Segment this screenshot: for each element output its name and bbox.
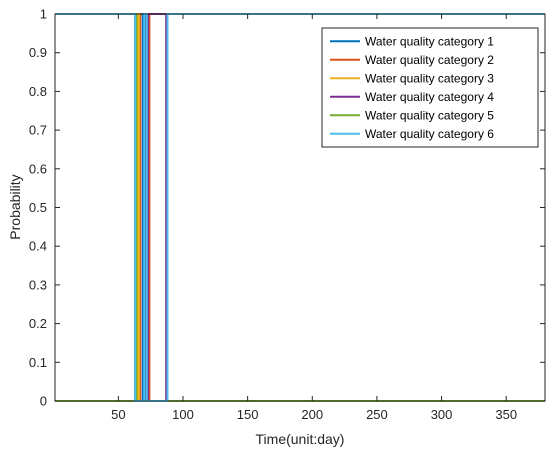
y-tick-label: 1	[40, 7, 47, 22]
legend-label: Water quality category 1	[365, 34, 494, 48]
y-tick-label: 0.3	[29, 277, 47, 292]
legend-label: Water quality category 3	[365, 71, 494, 85]
x-axis: 50 100 150 200 250 300 350	[111, 14, 517, 422]
y-tick-label: 0.7	[29, 123, 47, 138]
y-tick-label: 0.6	[29, 161, 47, 176]
y-tick-label: 0.4	[29, 239, 47, 254]
legend: Water quality category 1 Water quality ca…	[321, 27, 539, 148]
y-tick-label: 0.8	[29, 84, 47, 99]
y-tick-label: 0.5	[29, 200, 47, 215]
x-axis-title: Time(unit:day)	[256, 431, 345, 447]
x-tick-label: 100	[172, 407, 194, 422]
x-tick-label: 150	[237, 407, 259, 422]
y-tick-label: 0.9	[29, 45, 47, 60]
y-axis: 0 0.1 0.2 0.3 0.4 0.5 0.6 0.7 0.8 0.9 1	[29, 7, 545, 409]
x-tick-label: 50	[111, 407, 125, 422]
y-tick-label: 0.2	[29, 316, 47, 331]
legend-label: Water quality category 6	[365, 127, 494, 141]
legend-box	[321, 27, 539, 148]
x-tick-label: 200	[301, 407, 323, 422]
y-tick-label: 0	[40, 394, 47, 409]
legend-label: Water quality category 2	[365, 53, 494, 67]
y-tick-label: 0.1	[29, 355, 47, 370]
x-tick-label: 250	[366, 407, 388, 422]
x-tick-label: 350	[495, 407, 517, 422]
y-axis-title: Probability	[7, 174, 23, 239]
legend-label: Water quality category 5	[365, 108, 494, 122]
legend-label: Water quality category 4	[365, 90, 494, 104]
x-tick-label: 300	[431, 407, 453, 422]
